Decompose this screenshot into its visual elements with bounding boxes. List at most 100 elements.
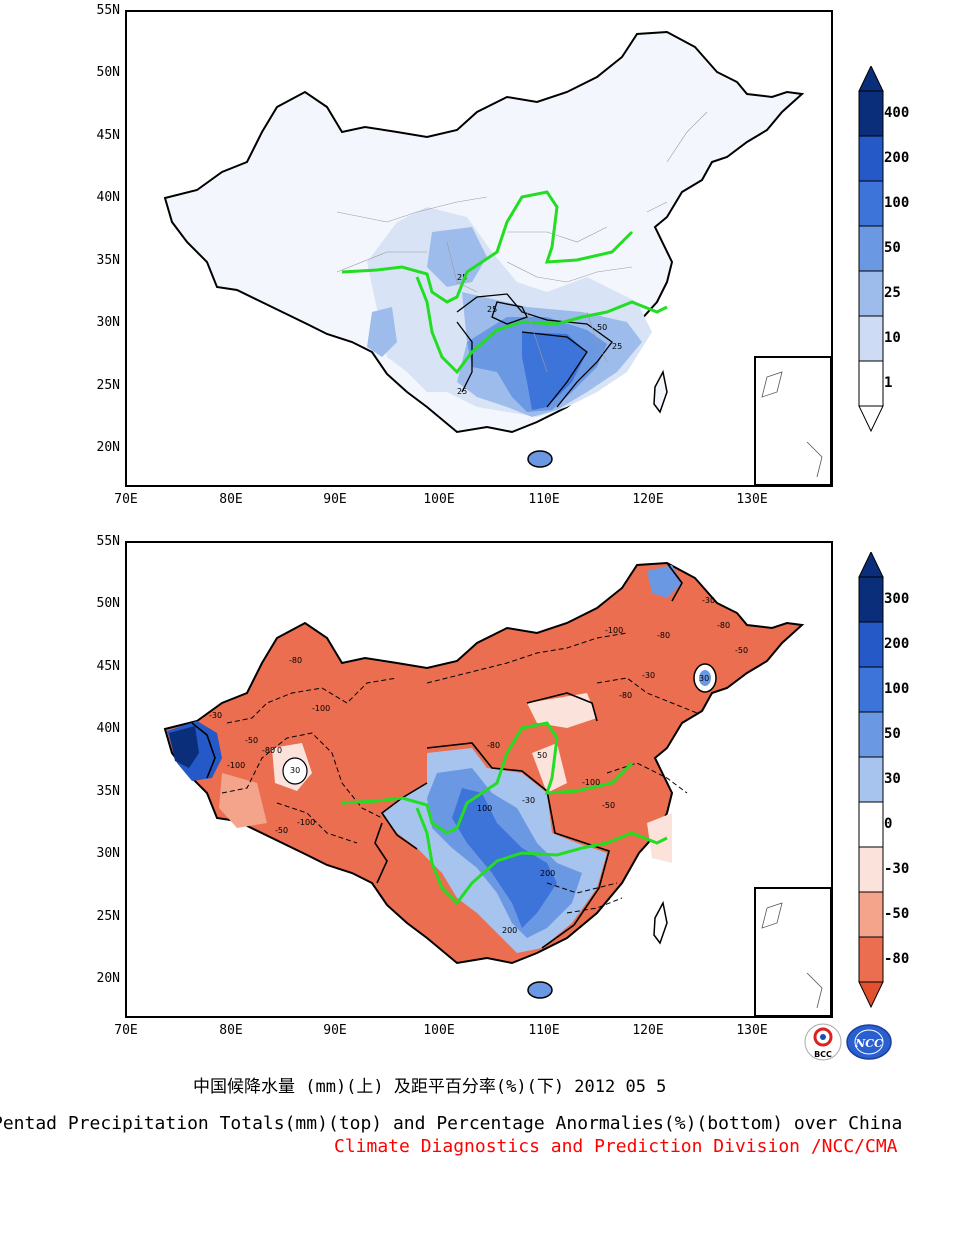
svg-text:BCC: BCC: [814, 1050, 832, 1059]
south-sea-inset: [754, 356, 831, 485]
lat-label: 25N: [96, 909, 120, 924]
colorbar-label: -50: [884, 906, 910, 922]
contour-label: 30: [699, 674, 709, 683]
contour-label: -100: [297, 818, 315, 827]
lon-label: 90E: [323, 1023, 347, 1038]
lat-label: 45N: [96, 659, 120, 674]
colorbar-bottom: [858, 552, 884, 1008]
contour-label: -100: [312, 704, 330, 713]
contour-label: 50: [597, 323, 607, 332]
chinese-title: 中国候降水量 (mm)(上) 及距平百分率(%)(下) 2012 05 5: [193, 1077, 667, 1097]
precip-anomaly-map: -80 -100 -30 -50 0 -100 30 -80 -50 -100 …: [125, 541, 833, 1018]
anomaly-area-pale: [647, 813, 672, 863]
hainan-island: [527, 981, 553, 999]
contour-label: 25: [487, 305, 497, 314]
bcc-logo: BCC: [804, 1023, 842, 1061]
division-credit: Climate Diagnostics and Prediction Divis…: [334, 1136, 898, 1157]
colorbar-label: 400: [884, 105, 910, 121]
contour-label: -80: [289, 656, 302, 665]
lon-label: 120E: [632, 1023, 664, 1038]
province-borders: [336, 111, 708, 373]
colorbar-label: 200: [884, 150, 910, 166]
colorbar-label: 100: [884, 681, 910, 697]
colorbar-label: -30: [884, 861, 910, 877]
lat-label: 50N: [96, 65, 120, 80]
english-title: Pentad Precipitation Totals(mm)(top) and…: [0, 1113, 903, 1134]
contour-labels: -80 -100 -30 -50 0 -100 30 -80 -50 -100 …: [209, 596, 748, 935]
china-outline: [163, 561, 805, 965]
rivers: [341, 721, 668, 906]
dashed-contours: [221, 632, 698, 914]
contour-label: -80: [487, 741, 500, 750]
colorbar-label: 50: [884, 240, 901, 256]
contour-label: 200: [502, 926, 517, 935]
contour-label: -30: [522, 796, 535, 805]
contour-label: 200: [540, 869, 555, 878]
anomaly-area-ne-core: [699, 670, 711, 686]
colorbar-label: 30: [884, 771, 901, 787]
lon-label: 90E: [323, 492, 347, 507]
anomaly-area-pale: [527, 693, 597, 728]
lon-label: 100E: [423, 492, 455, 507]
contour-label: -80: [619, 691, 632, 700]
contour-label: -80: [657, 631, 670, 640]
lon-label: 100E: [423, 1023, 455, 1038]
lat-label: 35N: [96, 784, 120, 799]
contour-label: -30: [702, 596, 715, 605]
contour-label: 100: [477, 804, 492, 813]
lat-label: 55N: [96, 534, 120, 549]
lat-label: 30N: [96, 846, 120, 861]
colorbar-label: 200: [884, 636, 910, 652]
taiwan-island: [653, 900, 668, 945]
rivers: [341, 190, 668, 375]
contour-label: -50: [245, 736, 258, 745]
precip-area-50: [522, 332, 587, 410]
contour-label: 25: [457, 387, 467, 396]
lon-label: 70E: [114, 492, 138, 507]
lat-label: 35N: [96, 253, 120, 268]
lon-label: 130E: [736, 492, 768, 507]
contour-label: -100: [605, 626, 623, 635]
lon-label: 110E: [528, 1023, 560, 1038]
contour-label: -100: [582, 778, 600, 787]
taiwan-island: [653, 369, 668, 414]
contour-label: -50: [735, 646, 748, 655]
anomaly-area-pale: [532, 743, 567, 793]
lon-label: 80E: [219, 1023, 243, 1038]
contour-label: 30: [290, 766, 300, 775]
contour-label: -30: [209, 711, 222, 720]
lon-label: 80E: [219, 492, 243, 507]
contour-label: -80: [262, 746, 275, 755]
contour-label: 25: [457, 273, 467, 282]
china-outline: [163, 30, 805, 434]
contour-label: -30: [642, 671, 655, 680]
colorbar-label: 0: [884, 816, 893, 832]
lat-label: 40N: [96, 721, 120, 736]
contour-label: 25: [612, 342, 622, 351]
ncc-logo: NCC: [846, 1024, 892, 1060]
colorbar-label: 25: [884, 285, 901, 301]
lon-label: 110E: [528, 492, 560, 507]
lat-label: 20N: [96, 440, 120, 455]
hainan-island: [527, 450, 553, 468]
contour-label: -50: [602, 801, 615, 810]
contour-label: 0: [277, 746, 282, 755]
svg-text:NCC: NCC: [854, 1037, 883, 1050]
precip-area-10: [427, 227, 487, 287]
contour-label: -100: [227, 761, 245, 770]
anomaly-area-northeast: [647, 565, 682, 598]
lat-label: 50N: [96, 596, 120, 611]
precip-area-sw: [367, 307, 397, 357]
colorbar-top: [858, 66, 884, 432]
anomaly-area-pale: [219, 773, 267, 828]
contour-label: -50: [275, 826, 288, 835]
lon-label: 70E: [114, 1023, 138, 1038]
lat-label: 25N: [96, 378, 120, 393]
colorbar-label: 50: [884, 726, 901, 742]
colorbar-label: -80: [884, 951, 910, 967]
colorbar-label: 100: [884, 195, 910, 211]
lat-label: 30N: [96, 315, 120, 330]
anomaly-area-pale: [282, 757, 308, 785]
contour-label: 50: [537, 751, 547, 760]
lon-label: 120E: [632, 492, 664, 507]
